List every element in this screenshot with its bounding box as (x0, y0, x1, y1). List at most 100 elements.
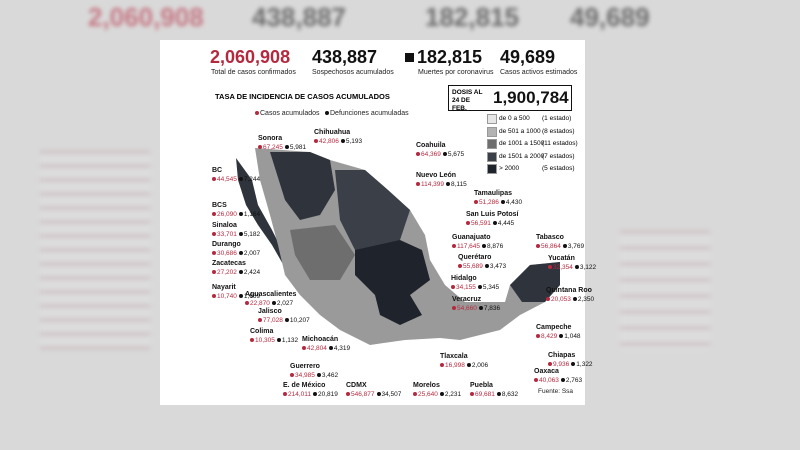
state-cases: 56,591 (471, 220, 491, 227)
case-dot (212, 177, 216, 182)
state-figures: 34,155 5,345 (451, 283, 499, 292)
state-figures: 26,090 1,164 (212, 210, 260, 219)
state-label: Yucatán 32,354 3,122 (548, 254, 596, 272)
scale-item: de 1501 a 2000 (7 estados) (487, 151, 577, 162)
state-label: Querétaro 55,689 3,473 (458, 253, 506, 271)
state-cases: 114,399 (421, 181, 445, 188)
state-label: Hidalgo 34,155 5,345 (451, 274, 499, 292)
state-label: Chihuahua 42,806 5,193 (314, 128, 362, 146)
death-dot (559, 334, 564, 339)
death-dot (482, 244, 487, 249)
death-dot (316, 373, 321, 378)
state-deaths: 5,345 (482, 284, 500, 291)
doses-label: DOSIS AL 24 DE FEB. (452, 89, 483, 112)
case-dot (314, 139, 318, 144)
state-name: Campeche (536, 324, 572, 331)
case-dot (346, 392, 350, 397)
marker-label: Defunciones acumuladas (330, 110, 409, 117)
state-deaths: 5,182 (243, 231, 261, 238)
state-label: Nuevo León 114,399 8,115 (416, 171, 467, 189)
region (270, 152, 335, 220)
scale-range: > 2000 (499, 165, 520, 172)
state-deaths: 1,669 (243, 293, 261, 300)
scale-swatch (487, 164, 497, 174)
case-dot (470, 392, 474, 397)
state-cases: 34,155 (456, 284, 476, 291)
state-cases: 10,305 (255, 337, 275, 344)
state-label: BCS 26,090 1,164 (212, 201, 260, 219)
state-deaths: 5,675 (447, 151, 465, 158)
state-label: Durango 30,686 2,007 (212, 240, 260, 258)
stat-label: Sospechosos acumulados (312, 69, 394, 76)
state-name: Jalisco (258, 308, 282, 315)
state-deaths: 2,763 (565, 377, 583, 384)
death-dot (238, 294, 243, 299)
death-dot (313, 392, 318, 397)
state-figures: 34,985 3,462 (290, 371, 338, 380)
marker-legend: Casos acumulados (255, 110, 320, 117)
state-cases: 42,804 (307, 345, 327, 352)
state-name: Puebla (470, 382, 493, 389)
state-deaths: 1,048 (564, 333, 581, 340)
case-dot (212, 251, 216, 256)
case-dot (536, 334, 540, 339)
state-figures: 16,998 2,006 (440, 361, 488, 370)
scale-count: (1 estado) (542, 115, 572, 122)
death-dot (560, 378, 565, 383)
state-figures: 10,305 1,132 (250, 336, 298, 345)
state-deaths: 34,507 (381, 391, 402, 398)
marker-label: Casos acumulados (260, 110, 320, 117)
state-cases: 33,701 (217, 231, 237, 238)
state-label: Coahuila 64,369 5,675 (416, 141, 464, 159)
state-deaths: 2,231 (444, 391, 462, 398)
scale-item: > 2000 (5 estados) (487, 164, 577, 174)
state-figures: 25,640 2,231 (413, 390, 461, 399)
death-dot (238, 270, 243, 275)
case-dot (466, 221, 470, 226)
death-dot (238, 251, 243, 256)
scale-swatch (487, 139, 497, 149)
state-cases: 25,640 (418, 391, 438, 398)
scale-swatch (487, 114, 497, 124)
state-label: Chiapas 9,936 1,322 (548, 351, 593, 369)
state-cases: 117,645 (457, 243, 481, 250)
state-figures: 77,028 10,207 (258, 316, 310, 325)
case-dot (416, 182, 420, 187)
state-name: Sinaloa (212, 222, 237, 229)
state-figures: 117,645 8,876 (452, 242, 503, 251)
state-cases: 34,985 (295, 372, 315, 379)
state-figures: 56,591 4,445 (466, 219, 519, 228)
state-label: Michoacán 42,804 4,319 (302, 335, 350, 353)
bg-stat: 182,815 (425, 2, 519, 32)
state-name: BC (212, 167, 223, 174)
death-dot (238, 177, 243, 182)
state-deaths: 4,445 (497, 220, 515, 227)
state-figures: 42,806 5,193 (314, 137, 362, 146)
state-deaths: 2,006 (471, 362, 489, 369)
state-cases: 77,028 (263, 317, 283, 324)
state-figures: 54,660 7,836 (452, 304, 500, 313)
case-dot (451, 285, 455, 290)
state-cases: 27,202 (217, 269, 237, 276)
map-title: TASA DE INCIDENCIA DE CASOS ACUMULADOS (215, 92, 390, 101)
region (335, 170, 410, 255)
state-label: Nayarit 10,740 1,669 (212, 283, 260, 301)
state-figures: 69,681 8,632 (470, 390, 518, 399)
state-cases: 8,429 (541, 333, 558, 340)
state-cases: 67,245 (263, 144, 283, 151)
state-deaths: 7,836 (483, 305, 501, 312)
death-dot (284, 145, 289, 150)
scale-range: de 501 a 1000 (499, 127, 541, 135)
stat-value: 182,815 (417, 47, 483, 67)
state-label: Tlaxcala 16,998 2,006 (440, 352, 488, 370)
scale-range: de 0 a 500 (499, 115, 530, 122)
region (355, 240, 430, 295)
state-name: BCS (212, 202, 227, 209)
state-name: Tlaxcala (440, 353, 468, 360)
state-name: Oaxaca (534, 368, 559, 375)
scale-count: (5 estados) (542, 165, 575, 172)
state-name: Sonora (258, 135, 283, 142)
state-name: Tabasco (536, 234, 564, 241)
